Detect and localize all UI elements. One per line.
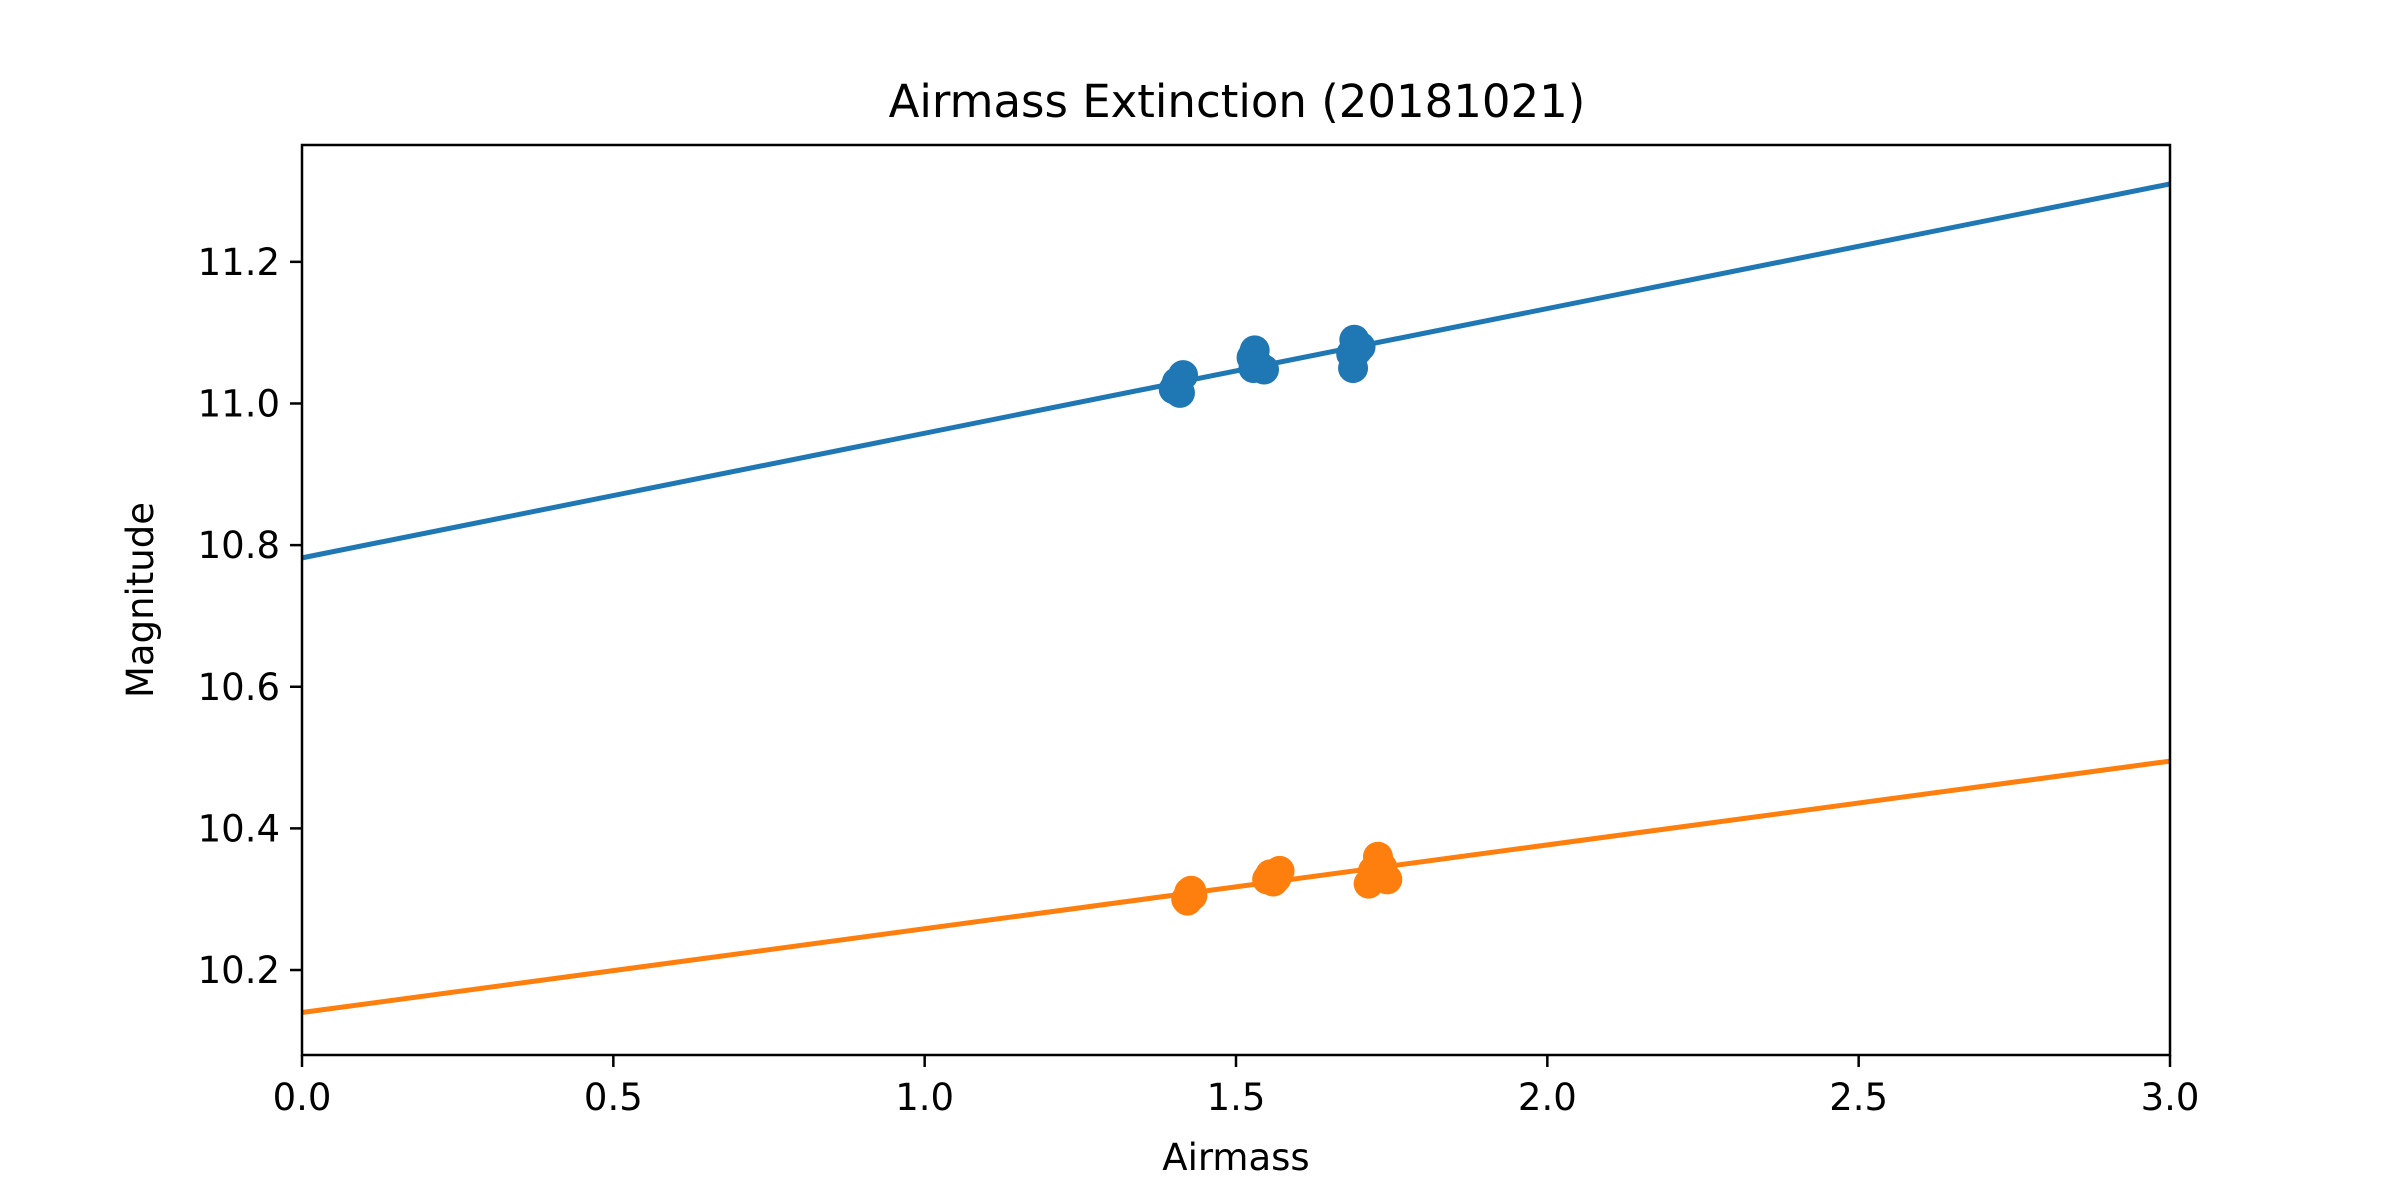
fit-line-series-2 (301, 758, 2171, 1015)
x-tick-label: 1.0 (895, 1076, 954, 1119)
fit-line-series-1 (301, 181, 2171, 561)
y-axis-label: Magnitude (119, 502, 162, 698)
x-axis-label: Airmass (1162, 1136, 1309, 1179)
x-tick-label: 0.5 (584, 1076, 643, 1119)
data-point-series-2 (1372, 864, 1403, 895)
x-tick-label: 2.0 (1518, 1076, 1577, 1119)
y-tick-label: 10.8 (198, 524, 280, 567)
plot-area (301, 181, 2171, 1015)
y-tick-label: 10.2 (198, 949, 280, 992)
y-axis-ticks: 10.2 10.4 10.6 10.8 11.0 11.2 (198, 241, 302, 992)
data-point-series-1 (1342, 335, 1373, 366)
y-tick-label: 11.0 (198, 382, 280, 425)
x-axis-ticks: 0.0 0.5 1.0 1.5 2.0 2.5 3.0 (273, 1055, 2200, 1119)
data-point-series-1 (1161, 370, 1192, 401)
data-point-series-2 (1261, 862, 1292, 893)
x-tick-label: 3.0 (2141, 1076, 2200, 1119)
x-tick-label: 0.0 (273, 1076, 332, 1119)
y-tick-label: 10.6 (198, 666, 280, 709)
data-point-series-1 (1238, 353, 1269, 384)
x-tick-label: 1.5 (1207, 1076, 1266, 1119)
x-tick-label: 2.5 (1829, 1076, 1888, 1119)
y-tick-label: 11.2 (198, 241, 280, 284)
y-tick-label: 10.4 (198, 807, 280, 850)
chart-title: Airmass Extinction (20181021) (889, 75, 1586, 128)
axes-frame (300, 143, 2172, 1057)
data-point-series-2 (1176, 875, 1207, 906)
